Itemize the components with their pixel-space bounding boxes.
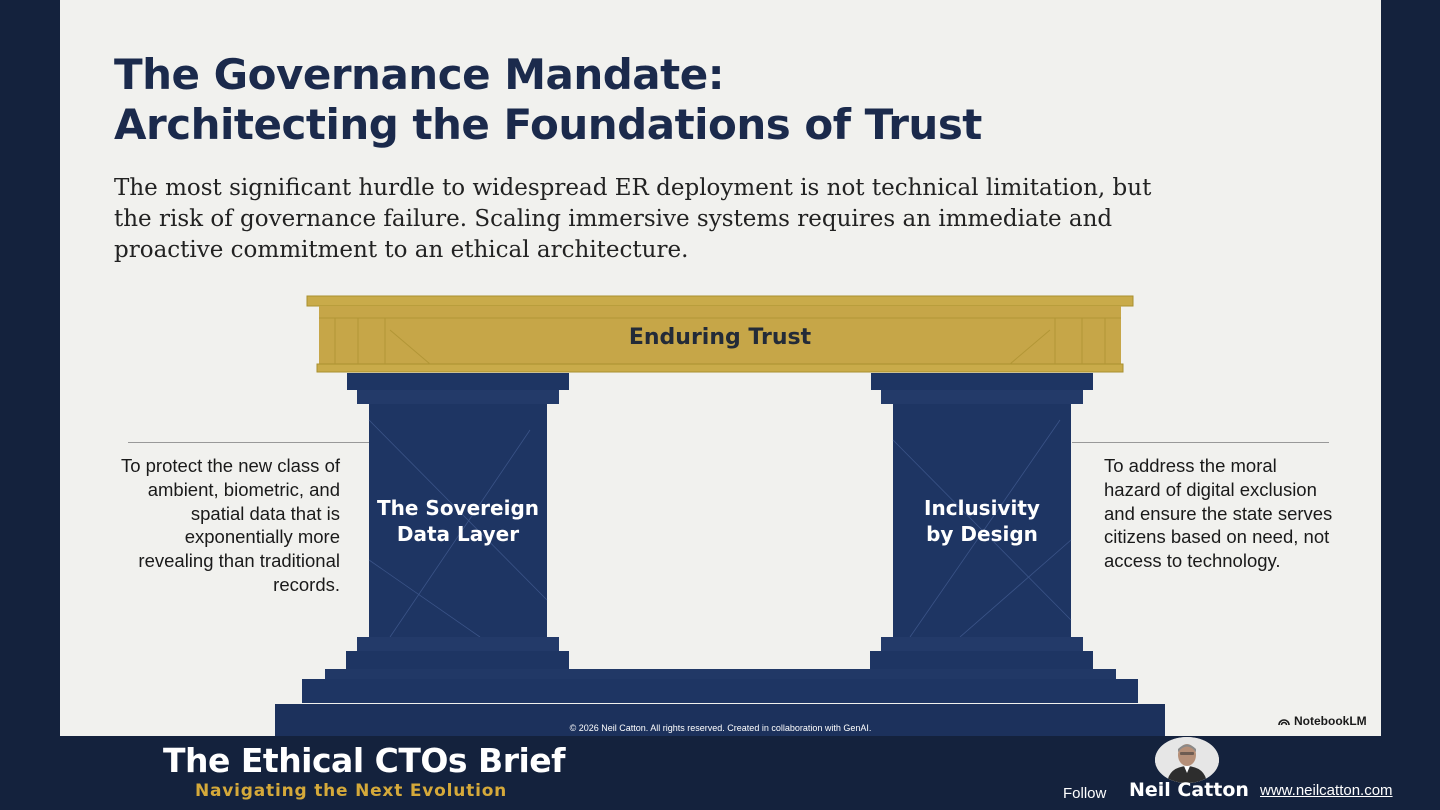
left-pillar-label-line1: The Sovereign [377,496,539,520]
left-pillar-label: The Sovereign Data Layer [368,495,548,547]
author-avatar[interactable] [1155,737,1219,783]
title-line-1: The Governance Mandate: [114,50,725,99]
author-name[interactable]: Neil Catton [1129,779,1249,801]
right-pillar-label-line2: by Design [926,522,1038,546]
title-line-2: Architecting the Foundations of Trust [114,100,982,149]
intro-paragraph: The most significant hurdle to widesprea… [114,175,1152,263]
brand-title: The Ethical CTOs Brief [163,741,566,780]
right-pillar-label: Inclusivity by Design [892,495,1072,547]
temple-diagram [128,295,1329,736]
beam [306,295,1134,373]
website-link[interactable]: www.neilcatton.com [1260,782,1393,799]
slide: The Governance Mandate: Architecting the… [60,0,1381,736]
right-pillar [870,373,1093,669]
right-pillar-label-line1: Inclusivity [924,496,1040,520]
notebooklm-icon [1278,719,1290,726]
temple-steps [275,669,1165,736]
right-pillar-description: To address the moral hazard of digital e… [1104,455,1333,572]
left-pillar [346,373,569,669]
slide-title: The Governance Mandate: Architecting the… [114,50,982,150]
left-pillar-label-line2: Data Layer [396,522,520,546]
follow-label: Follow [1063,785,1107,802]
beam-label: Enduring Trust [628,325,812,350]
notebooklm-logo: NotebookLM [1278,714,1367,728]
copyright-notice: © 2026 Neil Catton. All rights reserved.… [569,723,872,733]
notebooklm-label: NotebookLM [1294,714,1367,728]
brand-subtitle: Navigating the Next Evolution [195,781,508,801]
left-pillar-description: To protect the new class of ambient, bio… [120,455,340,595]
avatar-photo [1155,737,1219,783]
